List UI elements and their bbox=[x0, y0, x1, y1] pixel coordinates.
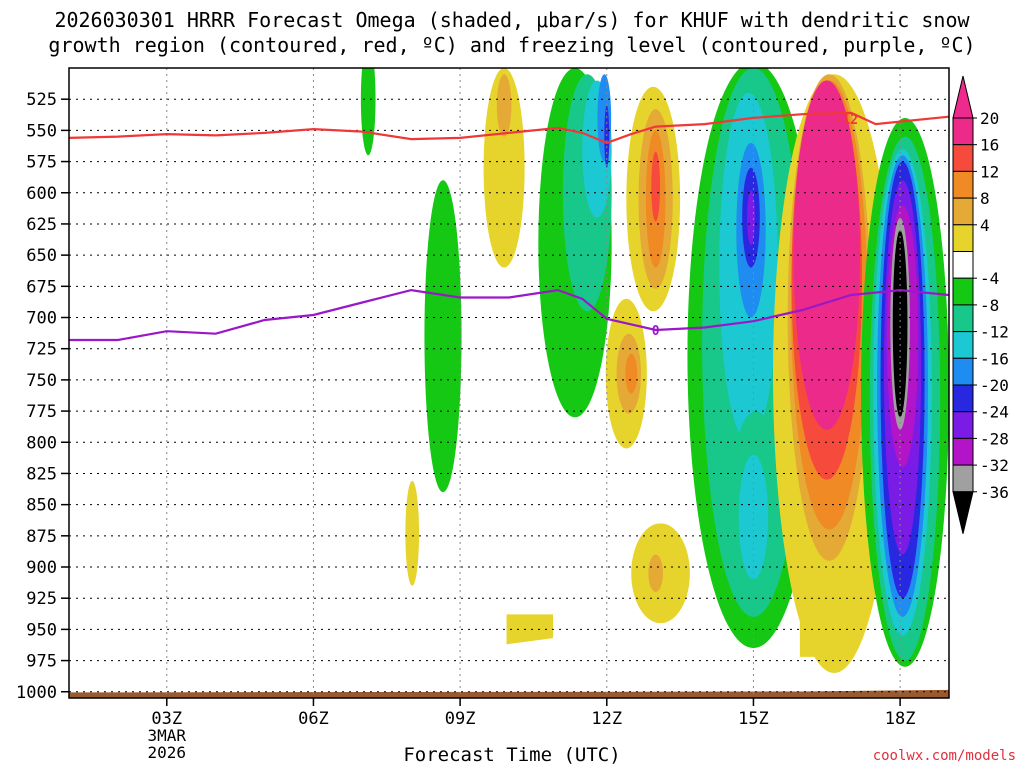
colorbar-swatch-14 bbox=[952, 464, 974, 493]
plot-frame bbox=[68, 67, 950, 699]
colorbar-swatch-4 bbox=[952, 197, 974, 226]
dgz-isotherm-line bbox=[69, 111, 949, 145]
x-tick-label-18Z: 18Z bbox=[885, 709, 916, 729]
colorbar-label-13: -36 bbox=[980, 483, 1009, 502]
omega-fill-yellow-0800z bbox=[405, 480, 420, 586]
colorbar-label-2: 12 bbox=[980, 162, 999, 181]
colorbar-label-3: 8 bbox=[980, 189, 990, 208]
colorbar-swatch-8 bbox=[952, 304, 974, 333]
colorbar-swatch-5 bbox=[952, 224, 974, 253]
y-tick-label-725: 725 bbox=[26, 340, 57, 360]
y-tick-label-550: 550 bbox=[26, 121, 57, 141]
colorbar-label-5: -4 bbox=[980, 269, 999, 288]
colorbar-swatch-1 bbox=[952, 117, 974, 146]
omega-fill-darkblue-1200z bbox=[604, 105, 610, 168]
colorbar-swatch-3 bbox=[952, 170, 974, 199]
y-tick-label-600: 600 bbox=[26, 184, 57, 204]
colorbar-swatch-9 bbox=[952, 331, 974, 359]
y-tick-label-775: 775 bbox=[26, 402, 57, 422]
omega-fill-red-1300z bbox=[651, 151, 661, 222]
freezing-level-label: 0 bbox=[652, 324, 660, 339]
omega-fill-gold-1300z-low bbox=[648, 554, 664, 592]
colorbar-swatch-bottom bbox=[952, 491, 974, 534]
terrain-strip bbox=[69, 689, 949, 698]
x-tick-label-15Z: 15Z bbox=[738, 709, 769, 729]
omega-fill-blue-1200z bbox=[597, 74, 612, 162]
y-tick-label-850: 850 bbox=[26, 496, 57, 516]
x-tick-label-12Z: 12Z bbox=[591, 709, 622, 729]
colorbar-swatch-2 bbox=[952, 144, 974, 172]
colorbar-label-0: 20 bbox=[980, 109, 999, 128]
x-tick-label-06Z: 06Z bbox=[298, 709, 329, 729]
omega-shading bbox=[360, 68, 949, 674]
chart-title-line-2: growth region (contoured, red, ºC) and f… bbox=[48, 33, 976, 57]
chart-title-line-1: 2026030301 HRRR Forecast Omega (shaded, … bbox=[54, 8, 970, 32]
temperature-contours: -12 0 bbox=[69, 111, 949, 342]
y-tick-label-525: 525 bbox=[26, 90, 57, 110]
omega-fill-yellow-1030z-low bbox=[506, 614, 553, 645]
colorbar-label-6: -8 bbox=[980, 296, 999, 315]
y-tick-label-925: 925 bbox=[26, 589, 57, 609]
y-tick-label-700: 700 bbox=[26, 309, 57, 329]
y-tick-label-625: 625 bbox=[26, 215, 57, 235]
colorbar-label-4: 4 bbox=[980, 216, 990, 235]
y-axis: 525 550 575 600 625 650 675 700 725 750 775 800 825 8… bbox=[16, 90, 69, 703]
source-credit: coolwx.com/models bbox=[872, 748, 1016, 764]
colorbar-swatch-7 bbox=[952, 277, 974, 306]
colorbar: 20 16 12 8 4 -4 -8 -12 -16 -20 -24 -28 -32 -36 bbox=[952, 75, 1009, 534]
colorbar-swatch-13 bbox=[952, 437, 974, 466]
colorbar-label-11: -28 bbox=[980, 429, 1009, 448]
colorbar-label-8: -16 bbox=[980, 349, 1009, 368]
x-tick-label-09Z: 09Z bbox=[445, 709, 476, 729]
x-date-label-line1: 3MAR bbox=[148, 726, 187, 745]
y-tick-label-875: 875 bbox=[26, 527, 57, 547]
omega-fill-cyan-1500z-low bbox=[738, 454, 769, 580]
x-axis-label: Forecast Time (UTC) bbox=[403, 744, 621, 766]
colorbar-label-9: -20 bbox=[980, 376, 1009, 395]
colorbar-swatch-11 bbox=[952, 384, 974, 413]
colorbar-label-7: -12 bbox=[980, 323, 1009, 342]
omega-fill-orange-1230z bbox=[625, 353, 638, 394]
colorbar-swatch-top bbox=[952, 75, 974, 119]
x-tick-label-03Z: 03Z bbox=[151, 709, 182, 729]
y-tick-label-825: 825 bbox=[26, 464, 57, 484]
omega-fill-yellow-1630z-base bbox=[799, 616, 854, 657]
colorbar-swatch-10 bbox=[952, 357, 974, 386]
terrain-layer bbox=[69, 689, 949, 698]
colorbar-swatch-6 bbox=[952, 251, 974, 279]
y-tick-label-975: 975 bbox=[26, 652, 57, 672]
omega-fill-black-1800z bbox=[892, 230, 908, 418]
colorbar-swatch-12 bbox=[952, 411, 974, 439]
colorbar-label-10: -24 bbox=[980, 403, 1009, 422]
omega-fill-gold-1000z bbox=[496, 74, 512, 137]
omega-fill-yellow-1000z-upper bbox=[483, 68, 525, 268]
y-tick-label-675: 675 bbox=[26, 277, 57, 297]
y-tick-label-950: 950 bbox=[26, 620, 57, 640]
y-tick-label-800: 800 bbox=[26, 433, 57, 453]
colorbar-label-12: -32 bbox=[980, 456, 1009, 475]
y-tick-label-900: 900 bbox=[26, 558, 57, 578]
y-tick-label-750: 750 bbox=[26, 371, 57, 391]
y-tick-label-575: 575 bbox=[26, 153, 57, 173]
y-tick-label-1000: 1000 bbox=[16, 683, 57, 703]
dgz-isotherm-label: -12 bbox=[835, 113, 858, 128]
colorbar-label-1: 16 bbox=[980, 136, 999, 155]
omega-fill-green-0830z bbox=[424, 180, 462, 493]
freezing-level-line bbox=[69, 288, 949, 342]
y-tick-label-650: 650 bbox=[26, 246, 57, 266]
x-date-label-line2: 2026 bbox=[148, 743, 187, 762]
